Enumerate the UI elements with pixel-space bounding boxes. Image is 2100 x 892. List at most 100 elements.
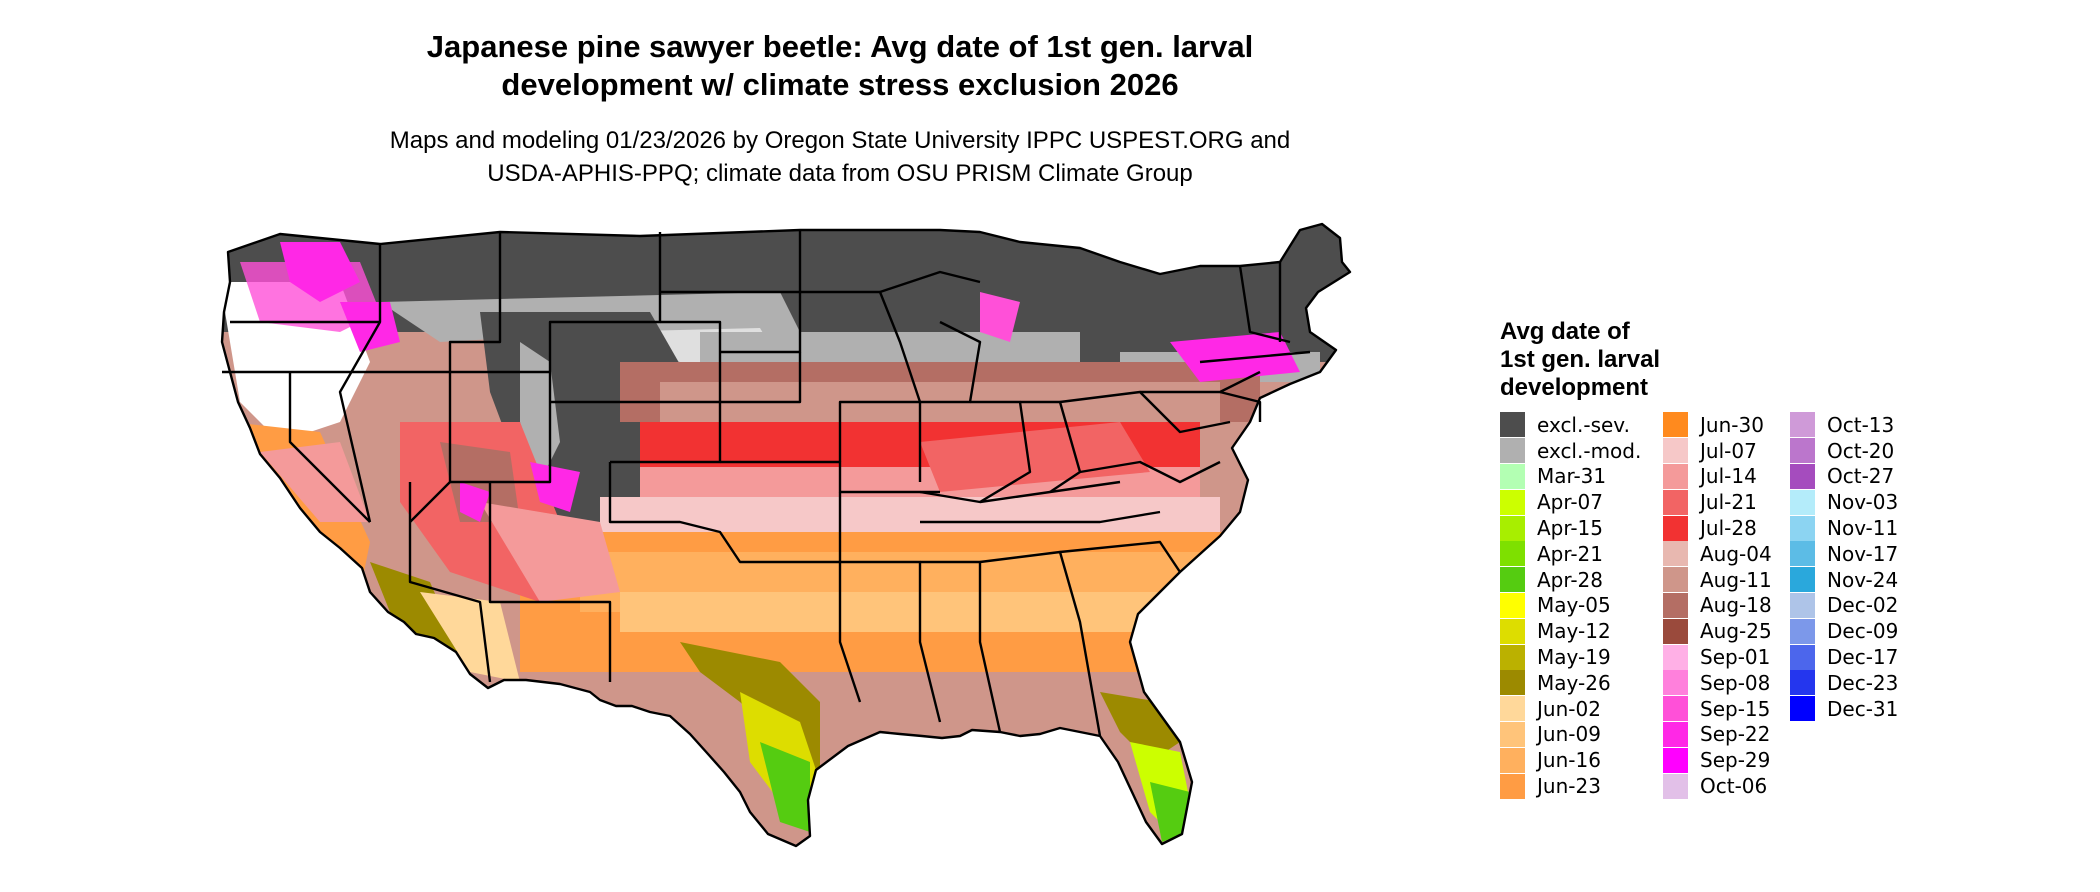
legend-item: Jun-30 [1663, 412, 1772, 438]
legend-label: Jul-21 [1700, 490, 1757, 515]
legend-item: Oct-20 [1790, 438, 1898, 464]
legend-swatch [1663, 438, 1688, 464]
legend-item: excl.-mod. [1500, 438, 1641, 464]
map-subtitle: Maps and modeling 01/23/2026 by Oregon S… [0, 124, 1680, 190]
legend-item: Sep-08 [1663, 670, 1772, 696]
legend-item: May-05 [1500, 592, 1641, 619]
legend-item: Aug-18 [1663, 592, 1772, 619]
legend-swatch [1663, 773, 1688, 799]
legend-label: Apr-21 [1537, 541, 1603, 566]
legend-label: Apr-15 [1537, 516, 1603, 541]
legend-item: Dec-02 [1790, 592, 1899, 619]
legend-swatch [1500, 412, 1525, 438]
legend-swatch [1790, 438, 1815, 464]
legend-label: Mar-31 [1537, 464, 1607, 489]
legend-column-1: excl.-sev. excl.-mod. Mar-31 Apr-07 Apr-15 Ap… [1500, 412, 1641, 799]
legend-swatch [1790, 412, 1815, 438]
legend-swatch [1500, 773, 1525, 799]
legend-label: Aug-18 [1700, 593, 1772, 618]
legend-swatch [1500, 515, 1525, 541]
legend-item: Apr-15 [1500, 515, 1641, 541]
legend-label: May-19 [1537, 645, 1611, 670]
legend-label: Jul-28 [1700, 516, 1757, 541]
legend-swatch [1500, 670, 1525, 696]
legend-item: Jul-14 [1663, 463, 1772, 490]
legend-item: Jun-23 [1500, 773, 1641, 799]
legend-swatch [1790, 489, 1815, 515]
legend-label: Nov-11 [1827, 516, 1899, 541]
legend-swatch [1790, 515, 1815, 541]
legend-swatch [1790, 592, 1815, 618]
legend-item: Jun-02 [1500, 696, 1641, 722]
legend-swatch [1500, 721, 1525, 747]
legend-item: Dec-31 [1790, 696, 1898, 722]
legend-item: Apr-28 [1500, 567, 1641, 593]
map-title-line-2: development w/ climate stress exclusion … [501, 67, 1179, 102]
map-subtitle-line-1: Maps and modeling 01/23/2026 by Oregon S… [389, 127, 1291, 154]
legend-swatch [1790, 567, 1815, 593]
legend-swatch [1663, 463, 1688, 489]
legend-swatch [1790, 670, 1815, 696]
legend-item: Nov-24 [1790, 567, 1898, 593]
legend-label: Jun-23 [1537, 774, 1601, 799]
legend-swatch [1500, 696, 1525, 722]
legend-column-2: Jun-30 Jul-07 Jul-14 Jul-21 Jul-28 Aug-04 Aug-… [1663, 412, 1772, 799]
legend-swatch [1663, 567, 1688, 593]
legend-swatch [1790, 618, 1815, 644]
legend-label: Sep-01 [1700, 645, 1771, 670]
map-title-line-1: Japanese pine sawyer beetle: Avg date of… [426, 29, 1254, 64]
legend-item: Oct-13 [1790, 412, 1898, 438]
legend-label: Dec-31 [1827, 696, 1899, 721]
legend-swatch [1790, 541, 1815, 567]
legend-swatch [1663, 644, 1688, 670]
legend-swatch [1790, 463, 1815, 489]
legend-swatch [1663, 515, 1688, 541]
legend-label: Dec-02 [1827, 593, 1899, 618]
legend-item: Dec-17 [1790, 644, 1898, 670]
legend-item: Aug-25 [1663, 618, 1772, 644]
legend-swatch [1790, 644, 1815, 670]
legend-item: Aug-11 [1663, 567, 1772, 593]
legend-item: Sep-29 [1663, 747, 1772, 773]
legend-label: Nov-03 [1827, 490, 1899, 515]
legend-label: Dec-09 [1827, 619, 1899, 644]
legend-label: Oct-20 [1827, 438, 1895, 463]
legend-swatch [1663, 747, 1688, 773]
legend-label: Oct-06 [1700, 774, 1768, 799]
legend-label: Jun-30 [1700, 412, 1764, 437]
legend-label: excl.-mod. [1537, 438, 1642, 463]
legend-swatch [1500, 592, 1525, 618]
legend-item: Dec-23 [1790, 670, 1898, 696]
legend-label: Jun-16 [1537, 748, 1601, 773]
legend-swatch [1663, 670, 1688, 696]
legend-swatch [1663, 412, 1688, 438]
legend-item: May-19 [1500, 644, 1641, 670]
legend-swatch [1500, 438, 1525, 464]
legend-label: Sep-08 [1700, 670, 1771, 695]
map-title: Japanese pine sawyer beetle: Avg date of… [0, 28, 1680, 104]
legend-label: Nov-24 [1827, 567, 1899, 592]
map-subtitle-line-2: USDA-APHIS-PPQ; climate data from OSU PR… [487, 160, 1193, 187]
legend-label: Aug-04 [1700, 541, 1772, 566]
legend-item: Jun-16 [1500, 747, 1641, 773]
legend-label: Apr-28 [1537, 567, 1603, 592]
legend-label: Aug-11 [1700, 567, 1772, 592]
legend-title: Avg date of 1st gen. larval development [1500, 318, 1660, 402]
legend-label: Sep-15 [1700, 696, 1771, 721]
legend-item: Jun-09 [1500, 721, 1641, 748]
legend-label: Aug-25 [1700, 619, 1772, 644]
legend-swatch [1663, 592, 1688, 618]
legend-label: Oct-13 [1827, 412, 1895, 437]
legend-item: Apr-21 [1500, 541, 1641, 567]
legend-item: Aug-04 [1663, 541, 1772, 567]
legend-label: May-05 [1537, 593, 1611, 618]
legend-item: Jul-07 [1663, 438, 1772, 464]
legend-swatch [1500, 747, 1525, 773]
legend-label: May-12 [1537, 619, 1611, 644]
legend-label: Nov-17 [1827, 541, 1899, 566]
us-phenology-map [220, 222, 1352, 848]
legend-swatch [1663, 489, 1688, 515]
legend-swatch [1790, 696, 1815, 722]
legend-title-line-1: Avg date of [1500, 318, 1630, 345]
legend-swatch [1663, 618, 1688, 644]
